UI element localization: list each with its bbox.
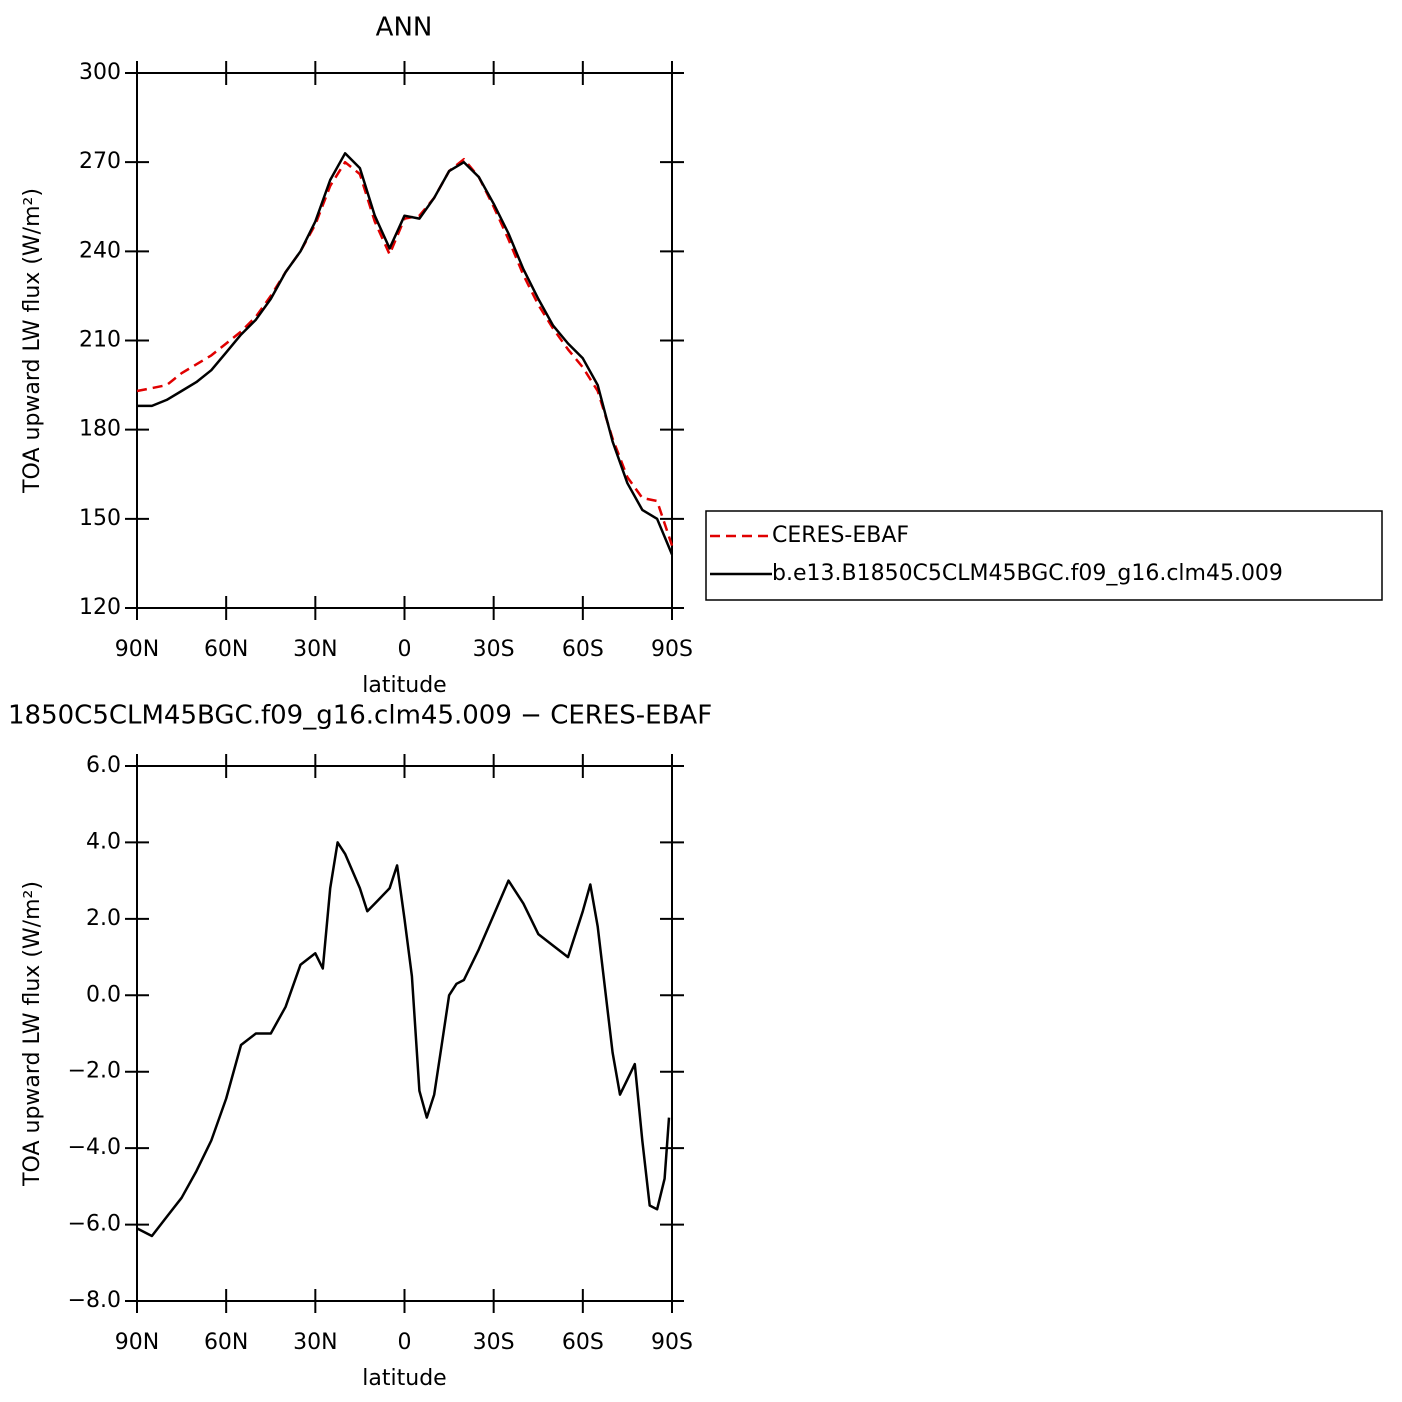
y-tick-label: 6.0	[86, 753, 121, 778]
y-tick-label: 210	[79, 328, 121, 353]
x-tick-label: 30S	[473, 637, 515, 662]
x-tick-label: 90N	[115, 637, 159, 662]
x-tick-label: 60N	[204, 1330, 248, 1355]
y-tick-label: 120	[79, 595, 121, 620]
x-tick-label: 30S	[473, 1330, 515, 1355]
plot-frame	[136, 72, 673, 609]
y-tick-label: 180	[79, 417, 121, 442]
y-tick-label: −2.0	[68, 1059, 121, 1084]
x-tick-label: 0	[398, 1330, 412, 1355]
chart-title: ANN	[376, 13, 433, 43]
legend-label: b.e13.B1850C5CLM45BGC.f09_g16.clm45.009	[772, 561, 1283, 586]
x-tick-label: 30N	[293, 637, 337, 662]
y-tick-label: 4.0	[86, 829, 121, 854]
data-line	[137, 152, 674, 555]
x-tick-label: 60S	[562, 1330, 604, 1355]
y-tick-label: 240	[79, 238, 121, 263]
y-tick-label: −8.0	[68, 1288, 121, 1313]
legend-box	[705, 510, 1383, 601]
data-line	[136, 841, 671, 1238]
y-tick-label: 150	[79, 506, 121, 531]
x-axis-label: latitude	[362, 1366, 446, 1391]
x-axis-label: latitude	[362, 673, 446, 698]
y-axis-label: TOA upward LW flux (W/m²)	[20, 188, 45, 494]
x-tick-label: 30N	[293, 1330, 337, 1355]
x-tick-label: 0	[398, 637, 412, 662]
y-tick-label: −4.0	[68, 1135, 121, 1160]
y-tick-label: 0.0	[86, 982, 121, 1007]
y-tick-label: −6.0	[68, 1212, 121, 1237]
x-tick-label: 90N	[115, 1330, 159, 1355]
x-tick-label: 90S	[651, 1330, 693, 1355]
x-tick-label: 90S	[651, 637, 693, 662]
plot-frame	[136, 765, 673, 1302]
y-tick-label: 2.0	[86, 906, 121, 931]
y-axis-label: TOA upward LW flux (W/m²)	[20, 881, 45, 1187]
x-tick-label: 60S	[562, 637, 604, 662]
legend-label: CERES-EBAF	[772, 523, 909, 548]
x-tick-label: 60N	[204, 637, 248, 662]
y-tick-label: 300	[79, 60, 121, 85]
chart-title: 1850C5CLM45BGC.f09_g16.clm45.009 − CERES…	[8, 701, 712, 731]
y-tick-label: 270	[79, 149, 121, 174]
